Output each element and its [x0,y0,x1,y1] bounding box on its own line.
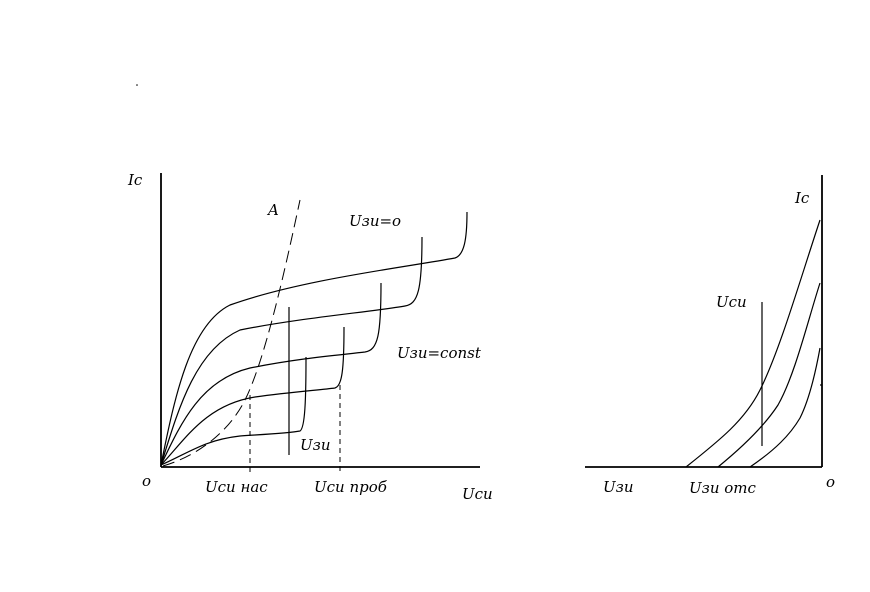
curve-4 [160,326,345,466]
left-x-axis-label: Uси [462,485,493,503]
bottom-curve-label: Uзи [300,436,330,454]
curve-2 [160,236,423,466]
transfer-characteristics: Ic Uзи o Uзи отс Uси [585,175,835,497]
uds-param-label: Uси [716,293,747,311]
left-y-axis-label: Ic [127,171,143,189]
curve-ugs-const [160,282,382,466]
curve-ugs-zero [160,211,468,466]
right-x-axis-label: Uзи [603,478,633,496]
sat-voltage-label: Uси нас [205,478,268,496]
right-origin-label: o [826,473,835,491]
right-y-axis-label: Ic [794,189,810,207]
transfer-curve-1 [685,219,821,468]
line-a-label: A [266,201,279,219]
top-curve-label: Uзи=o [349,212,401,230]
saturation-line-a [162,199,301,467]
breakdown-voltage-label: Uси проб [314,478,388,496]
mid-curve-label: Uзи=const [397,344,482,362]
curve-bottom [160,356,307,466]
output-characteristics: Ic Uси o A Uзи=o Uзи=const Uзи Uси нас U… [127,171,493,503]
transfer-curve-3 [749,347,821,468]
cutoff-voltage-label: Uзи отс [689,479,757,497]
transfer-curve-2 [717,282,821,468]
left-origin-label: o [142,472,151,490]
stray-dot [136,84,138,86]
